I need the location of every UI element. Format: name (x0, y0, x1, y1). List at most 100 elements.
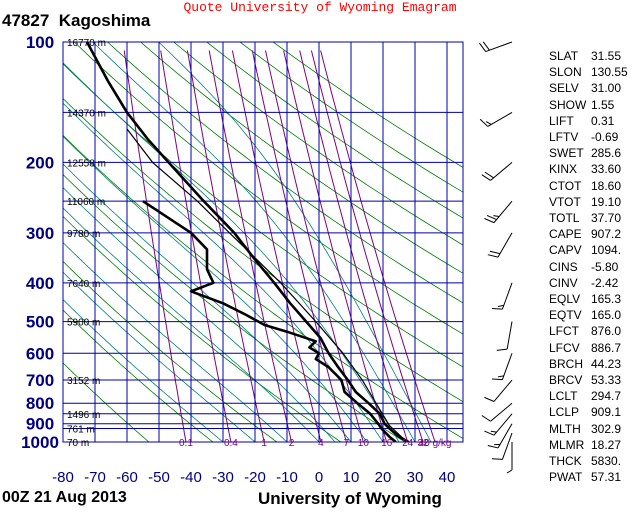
mixing-ratio-lines (123, 50, 436, 442)
index-key: LFCT (549, 324, 579, 339)
height-label: 761 m (67, 424, 95, 435)
mixing-ratio-line (251, 50, 347, 442)
mixing-ratio-label: 40 g/kg (419, 438, 452, 449)
dry-adiabat-line (63, 260, 278, 442)
index-row: MLMR 18.27 (549, 437, 637, 453)
wind-barb-staff (485, 41, 513, 53)
wind-barb (496, 321, 513, 351)
x-tick-label: -40 (180, 469, 202, 486)
index-key: SELV (549, 81, 579, 96)
x-tick-label: -30 (212, 469, 234, 486)
index-value: 1.55 (591, 97, 615, 112)
index-value: 18.27 (591, 437, 622, 452)
moist-adiabat-line (63, 299, 224, 442)
parcel-line (126, 128, 408, 442)
moist-adiabat-line (63, 102, 384, 442)
dry-adiabat-line (63, 215, 342, 442)
wind-barb-flag (479, 42, 487, 52)
index-value: 165.0 (591, 308, 622, 323)
height-label: 11060 m (67, 197, 105, 208)
index-value: 886.7 (591, 340, 622, 355)
wind-barb-flag (485, 121, 492, 125)
index-value: 907.2 (591, 227, 622, 242)
index-row: THCK 5830. (549, 453, 637, 469)
x-tick-label: -10 (276, 469, 298, 486)
wind-barb-flag (487, 254, 499, 258)
moist-adiabat-line (63, 241, 288, 442)
wind-barb-staff (490, 162, 513, 181)
height-label: 9780 m (67, 229, 100, 240)
index-key: SLAT (549, 49, 579, 63)
moist-adiabat-line (158, 42, 432, 442)
index-key: MLTH (549, 421, 581, 436)
index-row: LFCT 876.0 (549, 323, 637, 339)
mixing-ratio-label: 2 (289, 438, 295, 449)
index-value: 285.6 (591, 146, 622, 161)
index-row: SLAT 31.55 (549, 48, 637, 64)
index-key: KINX (549, 162, 578, 177)
wind-barb (491, 432, 513, 460)
x-tick-label: 30 (407, 469, 424, 486)
x-tick-label: -70 (84, 469, 106, 486)
wind-barb-flag (491, 378, 503, 381)
index-row: EQLV 165.3 (549, 291, 637, 307)
mixing-ratio-line (160, 50, 232, 442)
wind-barb (491, 353, 513, 381)
moist-adiabat-line (63, 207, 320, 442)
index-row: BRCH 44.23 (549, 356, 637, 372)
dry-adiabat-line (63, 134, 463, 439)
height-label: 12558 m (67, 158, 106, 169)
dry-adiabat-line (63, 97, 463, 403)
mixing-ratio-label: 0.4 (224, 438, 238, 449)
index-key: LFCV (549, 340, 580, 355)
index-row: LFTV -0.69 (549, 129, 637, 145)
wind-barb-flag (487, 445, 499, 449)
height-label: 3152 m (67, 376, 100, 387)
wind-barb (487, 423, 513, 449)
wind-barb-flag (486, 214, 497, 221)
temperature-line (85, 42, 410, 442)
wind-barb (481, 162, 513, 181)
wind-barb-flag (489, 250, 501, 255)
moist-adiabat-line (63, 187, 336, 442)
wind-barb-flag (491, 308, 503, 310)
index-key: TOTL (549, 211, 580, 226)
stability-indices-table: SLAT 31.55 SLON 130.55 SELV 31.00 SHOW 1.55 LIFT… (549, 48, 637, 485)
index-row: SELV 31.00 (549, 80, 637, 96)
grid-lines (62, 41, 464, 443)
dry-adiabat-line (63, 309, 214, 442)
index-row: PWAT 57.31 (549, 469, 637, 485)
wind-barbs (479, 41, 513, 474)
mixing-ratio-label: 32 (417, 438, 429, 449)
y-tick-label: 500 (26, 313, 54, 332)
index-row: CAPV 1094. (549, 242, 637, 258)
y-tick-label: 1000 (21, 433, 59, 452)
wind-barb (479, 41, 513, 53)
index-key: MLMR (549, 437, 585, 452)
mixing-ratio-line (299, 50, 409, 442)
index-row: LCLP 909.1 (549, 404, 637, 420)
wind-barb-flag (496, 348, 508, 351)
wind-barb-staff (501, 432, 513, 460)
station-header: 47827 Kagoshima (2, 11, 150, 31)
wind-barb (479, 112, 513, 127)
wind-barb-flag (493, 215, 500, 217)
index-key: CAPV (549, 243, 582, 258)
moist-adiabat-line (63, 271, 256, 442)
height-label: 14370 m (67, 108, 106, 119)
dry-adiabat-line (107, 42, 463, 304)
y-tick-label: 400 (26, 274, 54, 293)
index-value: -5.80 (591, 259, 619, 274)
index-key: VTOT (549, 194, 581, 209)
mixing-ratio-label: 4 (318, 438, 324, 449)
index-row: LCLT 294.7 (549, 388, 637, 404)
wind-barb (481, 402, 513, 422)
mixing-ratio-line (320, 50, 436, 442)
index-value: 130.55 (591, 65, 628, 80)
wind-barb (487, 232, 513, 258)
axis-labels: -80 -70 -60 -50 -40 -30 -20 -10 0 10 20 30 40 100 200 3… (21, 33, 455, 486)
mixing-ratio-label: 7 (344, 438, 350, 449)
index-value: 5830. (591, 454, 622, 469)
index-key: EQTV (549, 308, 582, 323)
wind-barb-staff (490, 402, 513, 422)
